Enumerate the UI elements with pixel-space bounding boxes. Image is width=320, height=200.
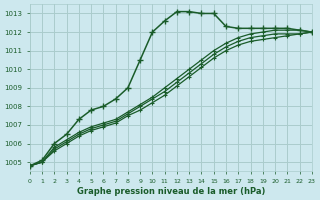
X-axis label: Graphe pression niveau de la mer (hPa): Graphe pression niveau de la mer (hPa) xyxy=(76,187,265,196)
